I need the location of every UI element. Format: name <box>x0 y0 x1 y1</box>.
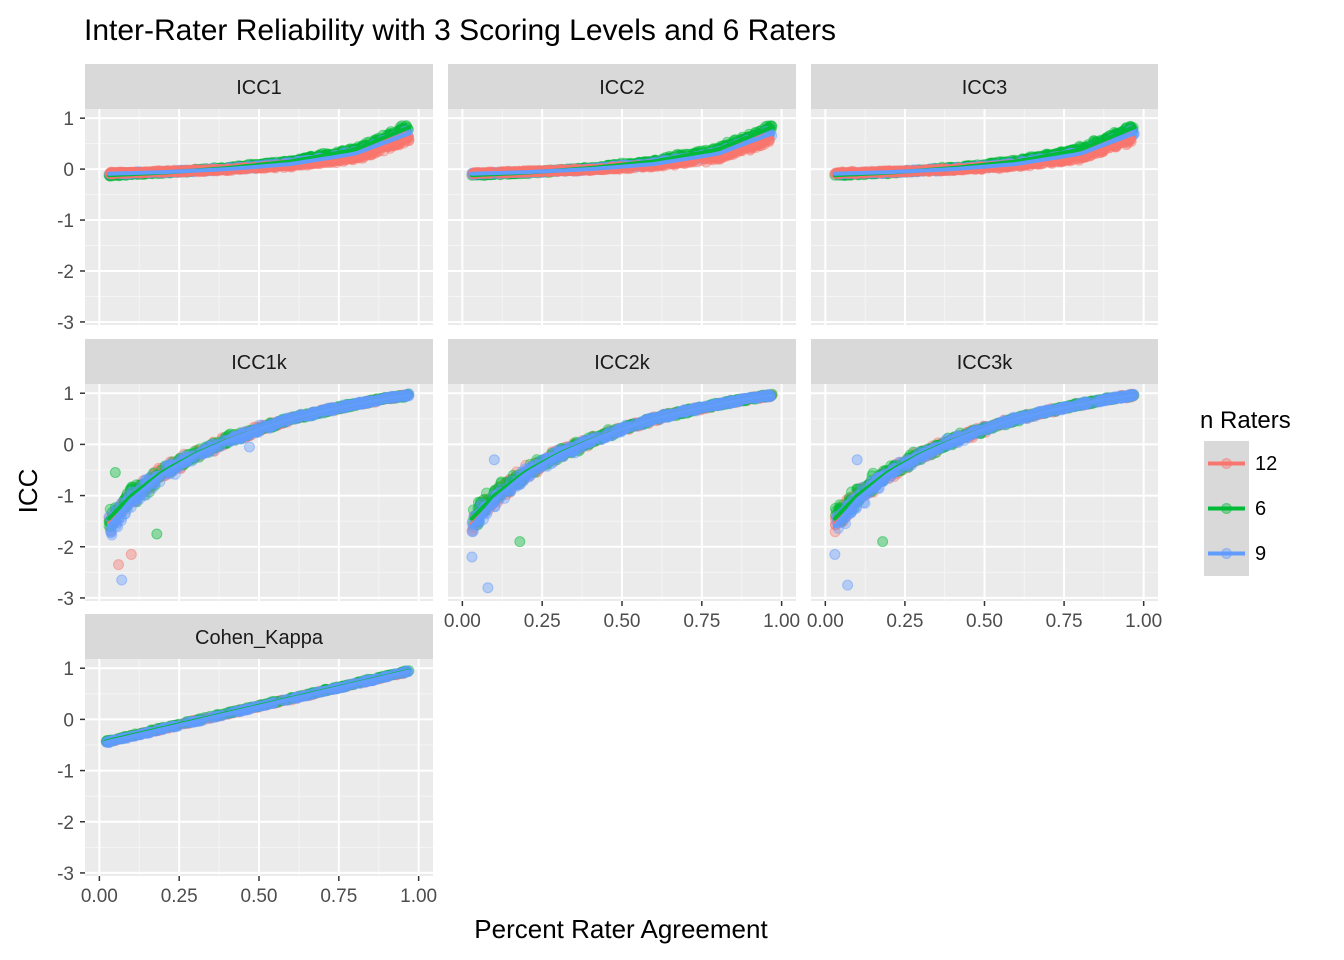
y-tick-label: -2 <box>57 538 74 559</box>
y-tick-label: -3 <box>57 313 74 334</box>
y-tick-label: 1 <box>63 384 74 405</box>
grid-lines <box>85 109 433 325</box>
facet-panel-icc2: ICC2 <box>448 64 796 325</box>
y-tick-label: 0 <box>63 160 74 181</box>
y-tick-label: -1 <box>57 487 74 508</box>
y-tick-label: -3 <box>57 589 74 610</box>
facet-strip-label: ICC1 <box>236 77 282 99</box>
facet-panel-icc1k: ICC1k 1 0 -1 -2 -3 <box>57 339 433 610</box>
facet-strip-label: ICC1k <box>231 352 288 374</box>
y-tick-label: 0 <box>63 435 74 456</box>
facet-strip-label: ICC3 <box>962 77 1008 99</box>
facet-panel-icc1: ICC1 1 0 -1 -2 -3 <box>57 64 433 334</box>
facet-strip <box>85 64 433 109</box>
chart-title: Inter-Rater Reliability with 3 Scoring L… <box>84 14 836 47</box>
y-tick-label: -2 <box>57 262 74 283</box>
facet-panel-icc3: ICC3 <box>811 64 1158 325</box>
facet-strip-label: ICC2 <box>599 77 645 99</box>
y-tick-label: -1 <box>57 211 74 232</box>
y-tick-label: 1 <box>63 109 74 130</box>
